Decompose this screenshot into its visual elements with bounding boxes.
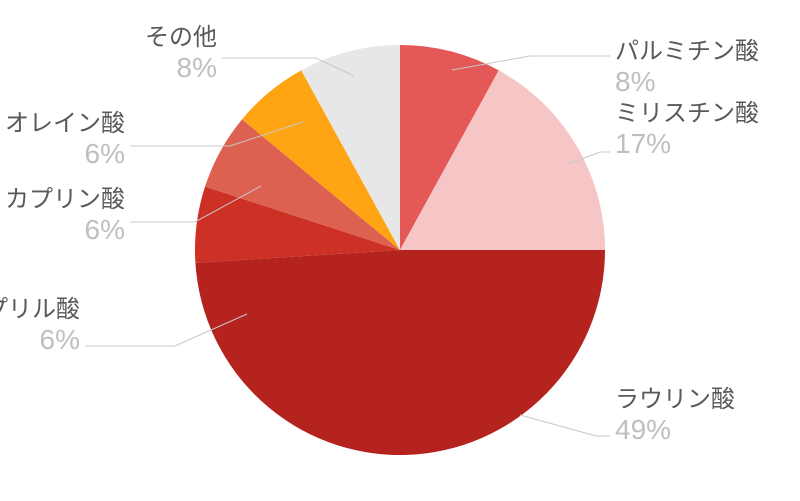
slice-percent: 8% [145, 52, 217, 84]
slice-label: ミリスチン酸17% [615, 100, 759, 160]
slice-name: オレイン酸 [5, 110, 125, 138]
slice-name: カプリン酸 [5, 186, 125, 214]
leader-line [520, 415, 610, 436]
slice-percent: 6% [5, 214, 125, 246]
slice-label: カプリル酸6% [0, 296, 80, 356]
slice-label: カプリン酸6% [5, 186, 125, 246]
slice-label: その他8% [145, 24, 217, 84]
slice-name: その他 [145, 24, 217, 52]
slice-name: ミリスチン酸 [615, 100, 759, 128]
slice-percent: 8% [615, 66, 759, 98]
slice-percent: 6% [0, 324, 80, 356]
pie-chart: パルミチン酸8%ミリスチン酸17%ラウリン酸49%カプリル酸6%カプリン酸6%オ… [0, 0, 800, 501]
slice-percent: 49% [615, 414, 735, 446]
slice-name: パルミチン酸 [615, 38, 759, 66]
slice-label: オレイン酸6% [5, 110, 125, 170]
slice-label: ラウリン酸49% [615, 386, 735, 446]
pie-slice [195, 250, 605, 455]
slice-name: カプリル酸 [0, 296, 80, 324]
slice-name: ラウリン酸 [615, 386, 735, 414]
slice-percent: 6% [5, 138, 125, 170]
slice-percent: 17% [615, 128, 759, 160]
slice-label: パルミチン酸8% [615, 38, 759, 98]
